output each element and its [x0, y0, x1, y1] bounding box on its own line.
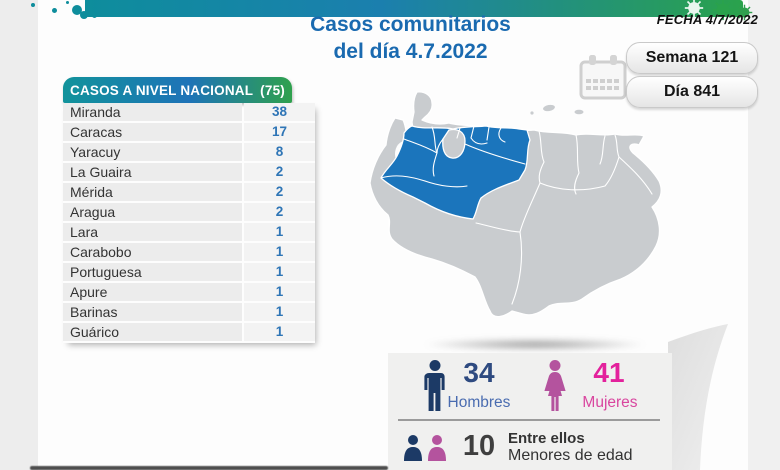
table-title: CASOS A NIVEL NACIONAL [70, 82, 254, 98]
table-row: Caracas 17 [63, 123, 315, 141]
table-row: Carabobo 1 [63, 243, 315, 261]
case-count: 8 [244, 143, 315, 161]
fecha-label: FECHA 4/7/2022 [656, 12, 758, 27]
region-name: Portuguesa [63, 263, 242, 281]
case-count: 1 [244, 303, 315, 321]
virus-icon [712, 0, 734, 21]
male-icon [424, 360, 445, 411]
region-name: Miranda [63, 103, 242, 121]
highlighted-states [380, 125, 531, 220]
minors-caption-bottom: Menores de edad [508, 447, 633, 464]
table-row: Guárico 1 [63, 323, 315, 341]
case-count: 1 [244, 263, 315, 281]
table-row: Aragua 2 [63, 203, 315, 221]
table-row: Miranda 38 [63, 103, 315, 121]
table-row: Yaracuy 8 [63, 143, 315, 161]
women-label: Mujeres [582, 394, 638, 411]
region-name: La Guaira [63, 163, 242, 181]
female-icon [544, 360, 566, 411]
right-edge-strip [748, 0, 780, 470]
demographics-panel: 34 Hombres 41 Mujeres 10 Entre ellos Men… [388, 353, 672, 470]
region-name: Mérida [63, 183, 242, 201]
splatter-dot [80, 11, 88, 19]
title-line-2: del día 4.7.2022 [333, 40, 488, 63]
region-name: Apure [63, 283, 242, 301]
region-name: Guárico [63, 323, 242, 341]
title-line-1: Casos comunitarios [310, 13, 511, 36]
national-cases-table: Miranda 38 Caracas 17 Yaracuy 8 La Guaira 2 … [63, 103, 315, 343]
venezuela-map [343, 82, 673, 318]
table-total: (75) [260, 82, 285, 98]
case-count: 38 [244, 103, 315, 121]
table-row: Mérida 2 [63, 183, 315, 201]
state-borders-highlighted [380, 125, 526, 188]
dia-badge: Día 841 [626, 76, 758, 108]
panel-divider [398, 419, 660, 421]
region-name: Barinas [63, 303, 242, 321]
left-edge-strip [0, 0, 38, 470]
table-row: Portuguesa 1 [63, 263, 315, 281]
case-count: 2 [244, 203, 315, 221]
girl-icon [428, 435, 446, 461]
case-count: 1 [244, 243, 315, 261]
boy-icon [404, 435, 422, 461]
region-name: Lara [63, 223, 242, 241]
splatter-dot [72, 5, 82, 15]
table-row: Lara 1 [63, 223, 315, 241]
region-name: Yaracuy [63, 143, 242, 161]
table-row: La Guaira 2 [63, 163, 315, 181]
minors-caption-top: Entre ellos [508, 430, 585, 447]
men-label: Hombres [447, 394, 511, 411]
region-name: Caracas [63, 123, 242, 141]
bottom-edge-bar [30, 466, 388, 470]
calendar-icon [579, 55, 627, 100]
splatter-dot [31, 3, 35, 7]
page-title: Casos comunitarios del día 4.7.2022 [288, 11, 533, 65]
table-header: CASOS A NIVEL NACIONAL (75) [63, 77, 292, 103]
splatter-dot [66, 1, 69, 4]
islands [530, 104, 584, 115]
case-count: 17 [244, 123, 315, 141]
region-name: Carabobo [63, 243, 242, 261]
men-count: 34 [463, 357, 495, 388]
state-borders [475, 130, 653, 305]
case-count: 2 [244, 163, 315, 181]
panel-shadow [425, 338, 645, 351]
enclave-state [442, 128, 466, 159]
case-count: 1 [244, 323, 315, 341]
region-name: Aragua [63, 203, 242, 221]
virus-icon [736, 4, 753, 21]
case-count: 1 [244, 223, 315, 241]
splatter-dot [52, 8, 57, 13]
virus-icon [684, 0, 704, 18]
splatter-dot [92, 13, 97, 18]
semana-badge: Semana 121 [626, 42, 758, 74]
country-shape [369, 91, 662, 318]
women-count: 41 [593, 357, 625, 388]
table-row: Barinas 1 [63, 303, 315, 321]
swoosh-decoration [668, 324, 728, 470]
case-count: 1 [244, 283, 315, 301]
table-row: Apure 1 [63, 283, 315, 301]
minors-count: 10 [462, 430, 496, 462]
top-banner [85, 0, 743, 17]
case-count: 2 [244, 183, 315, 201]
